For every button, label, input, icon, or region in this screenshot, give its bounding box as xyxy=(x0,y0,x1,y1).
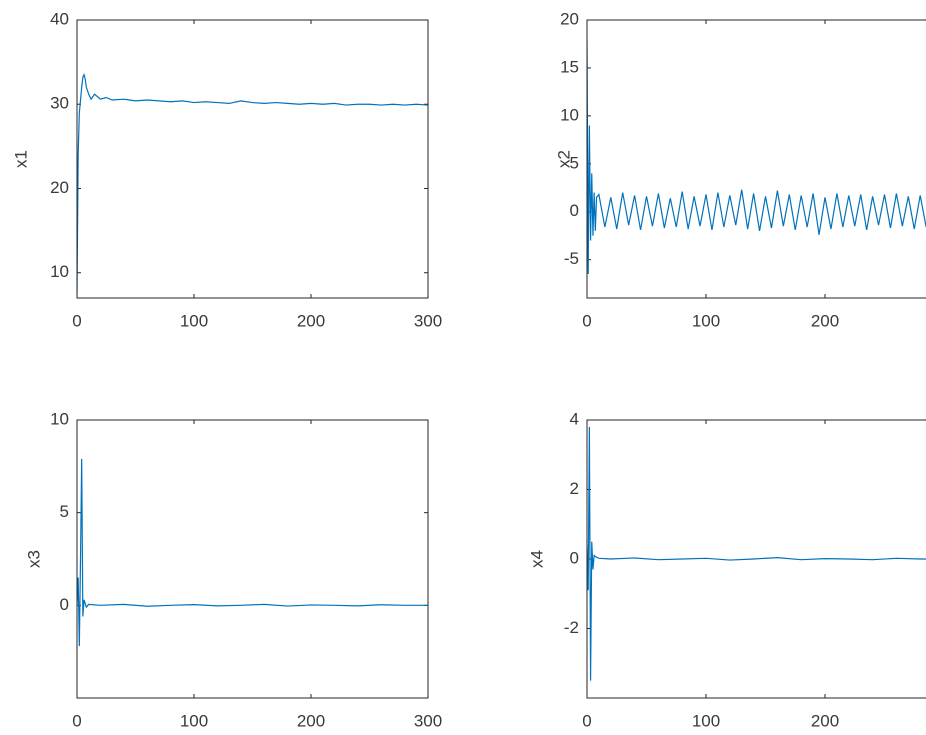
x-tick-label: 300 xyxy=(414,711,442,730)
x-tick-label: 100 xyxy=(692,311,720,330)
y-tick-label: 0 xyxy=(570,201,579,220)
y-axis-label: x3 xyxy=(24,550,43,568)
x-tick-label: 200 xyxy=(297,311,325,330)
x-tick-label: 100 xyxy=(692,711,720,730)
y-tick-label: 20 xyxy=(50,178,69,197)
plot-area xyxy=(77,73,428,294)
y-tick-label: 30 xyxy=(50,94,69,113)
y-tick-label: 10 xyxy=(50,409,69,428)
data-line xyxy=(77,73,428,294)
x-tick-label: 200 xyxy=(297,711,325,730)
y-axis-label: x4 xyxy=(527,550,546,568)
y-tick-label: 15 xyxy=(560,57,579,76)
plot-area xyxy=(587,39,926,275)
data-line xyxy=(77,458,428,647)
y-tick-label: 2 xyxy=(570,479,579,498)
data-line xyxy=(587,426,926,681)
y-tick-label: -5 xyxy=(564,249,579,268)
y-tick-label: 5 xyxy=(60,502,69,521)
y-axis-label: x1 xyxy=(11,150,30,168)
x-tick-label: 200 xyxy=(811,311,839,330)
x-tick-label: 0 xyxy=(582,311,591,330)
axes-box xyxy=(76,419,429,699)
y-tick-label: 4 xyxy=(570,409,579,428)
plot-area xyxy=(587,426,926,681)
axes-box xyxy=(586,19,926,299)
y-tick-label: 5 xyxy=(570,153,579,172)
subplot: 0 100 200 300 10 20 30 40 x1 xyxy=(11,9,442,330)
axes-box xyxy=(586,419,926,699)
y-tick-label: -2 xyxy=(564,618,579,637)
x-tick-label: 0 xyxy=(72,311,81,330)
subplot: 0 100 200 -5 0 5 10 15 20 x2 xyxy=(554,9,926,330)
x-tick-label: 0 xyxy=(582,711,591,730)
y-axis-label: x2 xyxy=(554,150,573,168)
axes-background xyxy=(77,20,428,298)
x-tick-label: 100 xyxy=(180,711,208,730)
subplot: 0 100 200 -2 0 2 4 x4 xyxy=(527,409,926,730)
plot-area xyxy=(77,458,428,647)
x-tick-label: 300 xyxy=(414,311,442,330)
axes-background xyxy=(587,20,926,298)
x-tick-label: 200 xyxy=(811,711,839,730)
axes-box xyxy=(76,19,429,299)
y-tick-label: 0 xyxy=(570,548,579,567)
x-tick-label: 0 xyxy=(72,711,81,730)
data-line xyxy=(587,39,926,275)
y-tick-label: 0 xyxy=(60,595,69,614)
y-tick-label: 40 xyxy=(50,9,69,28)
axes-background xyxy=(77,420,428,698)
x-tick-label: 100 xyxy=(180,311,208,330)
subplot: 0 100 200 300 0 5 10 x3 xyxy=(24,409,442,730)
y-tick-label: 20 xyxy=(560,9,579,28)
y-tick-label: 10 xyxy=(560,105,579,124)
y-tick-label: 10 xyxy=(50,262,69,281)
